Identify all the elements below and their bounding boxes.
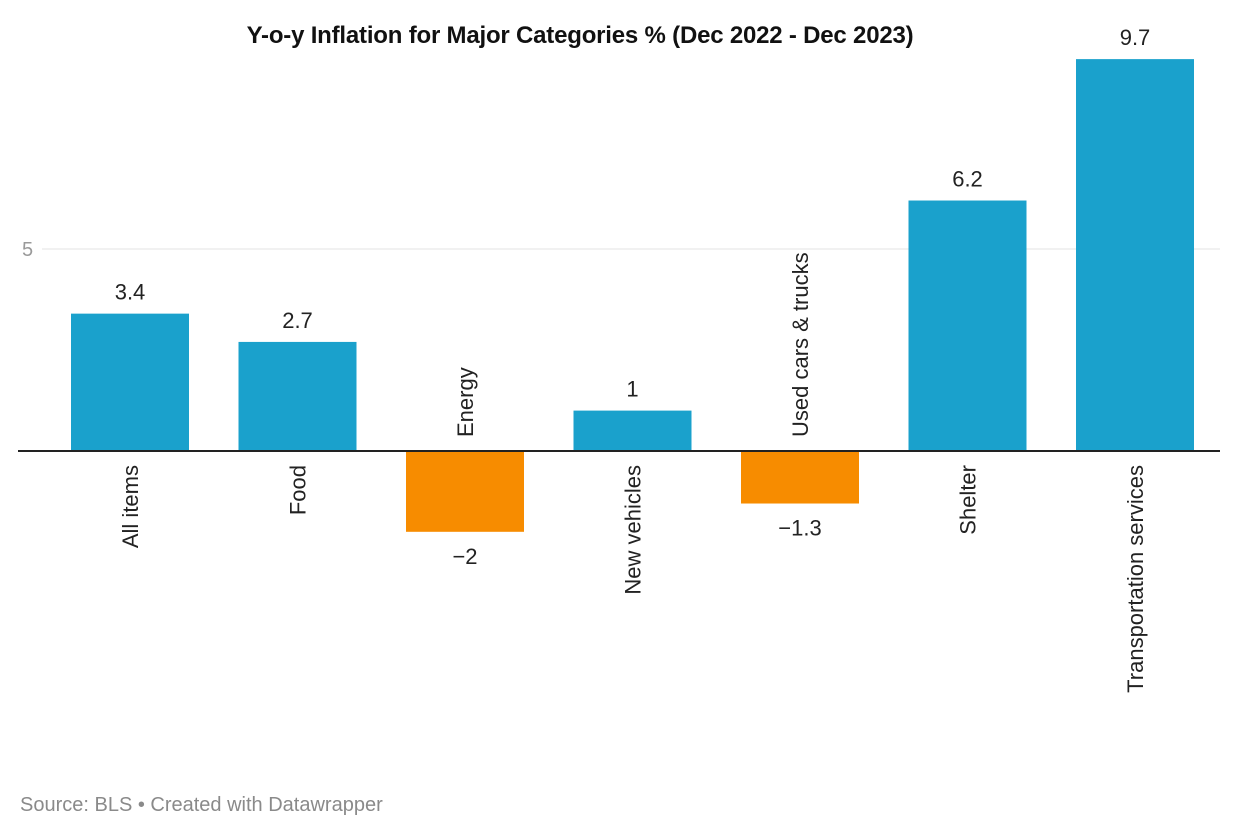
value-label: 1 — [626, 377, 638, 402]
value-label: 9.7 — [1120, 25, 1151, 50]
category-label: Transportation services — [1123, 465, 1148, 693]
category-label: Food — [286, 465, 311, 515]
category-label: Shelter — [956, 465, 981, 535]
value-label: −1.3 — [778, 516, 821, 541]
bar-energy — [406, 451, 524, 532]
value-label: 3.4 — [115, 280, 146, 305]
bar-shelter — [908, 200, 1027, 451]
bar-all-items — [71, 313, 189, 451]
bar-used-cars-trucks — [741, 451, 859, 504]
category-label: Used cars & trucks — [788, 252, 813, 437]
category-label: Energy — [453, 367, 478, 437]
chart-title: Y-o-y Inflation for Major Categories % (… — [246, 22, 914, 49]
y-tick-label: 5 — [22, 239, 33, 261]
bar-new-vehicles — [573, 410, 692, 451]
bar-food — [238, 341, 357, 451]
value-label: −2 — [452, 544, 477, 569]
bar-chart: 5 3.4 All items 2.7 Food −2 Energy 1 New vehicle… — [18, 25, 1220, 693]
bars — [18, 59, 1220, 532]
value-label: 2.7 — [282, 308, 313, 333]
category-label: New vehicles — [621, 465, 646, 595]
bar-transportation-services — [1076, 59, 1194, 452]
value-label: 6.2 — [952, 167, 983, 192]
category-label: All items — [118, 465, 143, 548]
labels: 5 3.4 All items 2.7 Food −2 Energy 1 New vehicle… — [22, 25, 1150, 693]
source-note: Source: BLS • Created with Datawrapper — [20, 794, 383, 816]
